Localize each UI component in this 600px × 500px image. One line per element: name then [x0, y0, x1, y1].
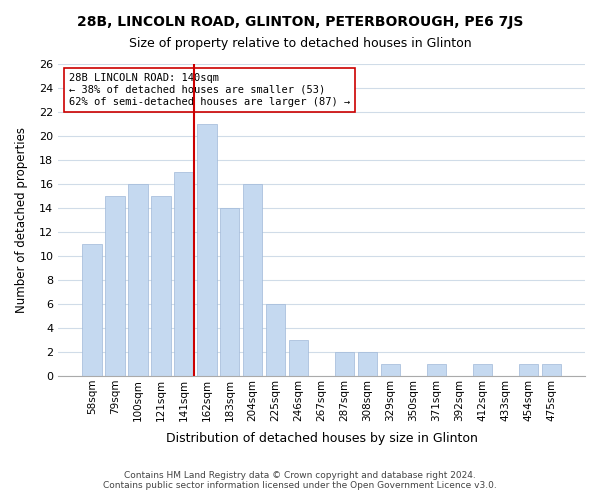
- Text: 28B, LINCOLN ROAD, GLINTON, PETERBOROUGH, PE6 7JS: 28B, LINCOLN ROAD, GLINTON, PETERBOROUGH…: [77, 15, 523, 29]
- Text: 28B LINCOLN ROAD: 140sqm
← 38% of detached houses are smaller (53)
62% of semi-d: 28B LINCOLN ROAD: 140sqm ← 38% of detach…: [69, 74, 350, 106]
- Bar: [542, 364, 561, 376]
- Bar: [128, 184, 148, 376]
- Bar: [381, 364, 400, 376]
- Bar: [151, 196, 170, 376]
- Bar: [243, 184, 262, 376]
- Bar: [266, 304, 286, 376]
- Bar: [473, 364, 492, 376]
- Bar: [105, 196, 125, 376]
- Bar: [220, 208, 239, 376]
- Bar: [82, 244, 101, 376]
- Bar: [518, 364, 538, 376]
- Bar: [335, 352, 355, 376]
- Y-axis label: Number of detached properties: Number of detached properties: [15, 127, 28, 313]
- X-axis label: Distribution of detached houses by size in Glinton: Distribution of detached houses by size …: [166, 432, 478, 445]
- Bar: [289, 340, 308, 376]
- Bar: [174, 172, 194, 376]
- Bar: [358, 352, 377, 376]
- Bar: [427, 364, 446, 376]
- Text: Size of property relative to detached houses in Glinton: Size of property relative to detached ho…: [128, 38, 472, 51]
- Bar: [197, 124, 217, 376]
- Text: Contains HM Land Registry data © Crown copyright and database right 2024.
Contai: Contains HM Land Registry data © Crown c…: [103, 470, 497, 490]
